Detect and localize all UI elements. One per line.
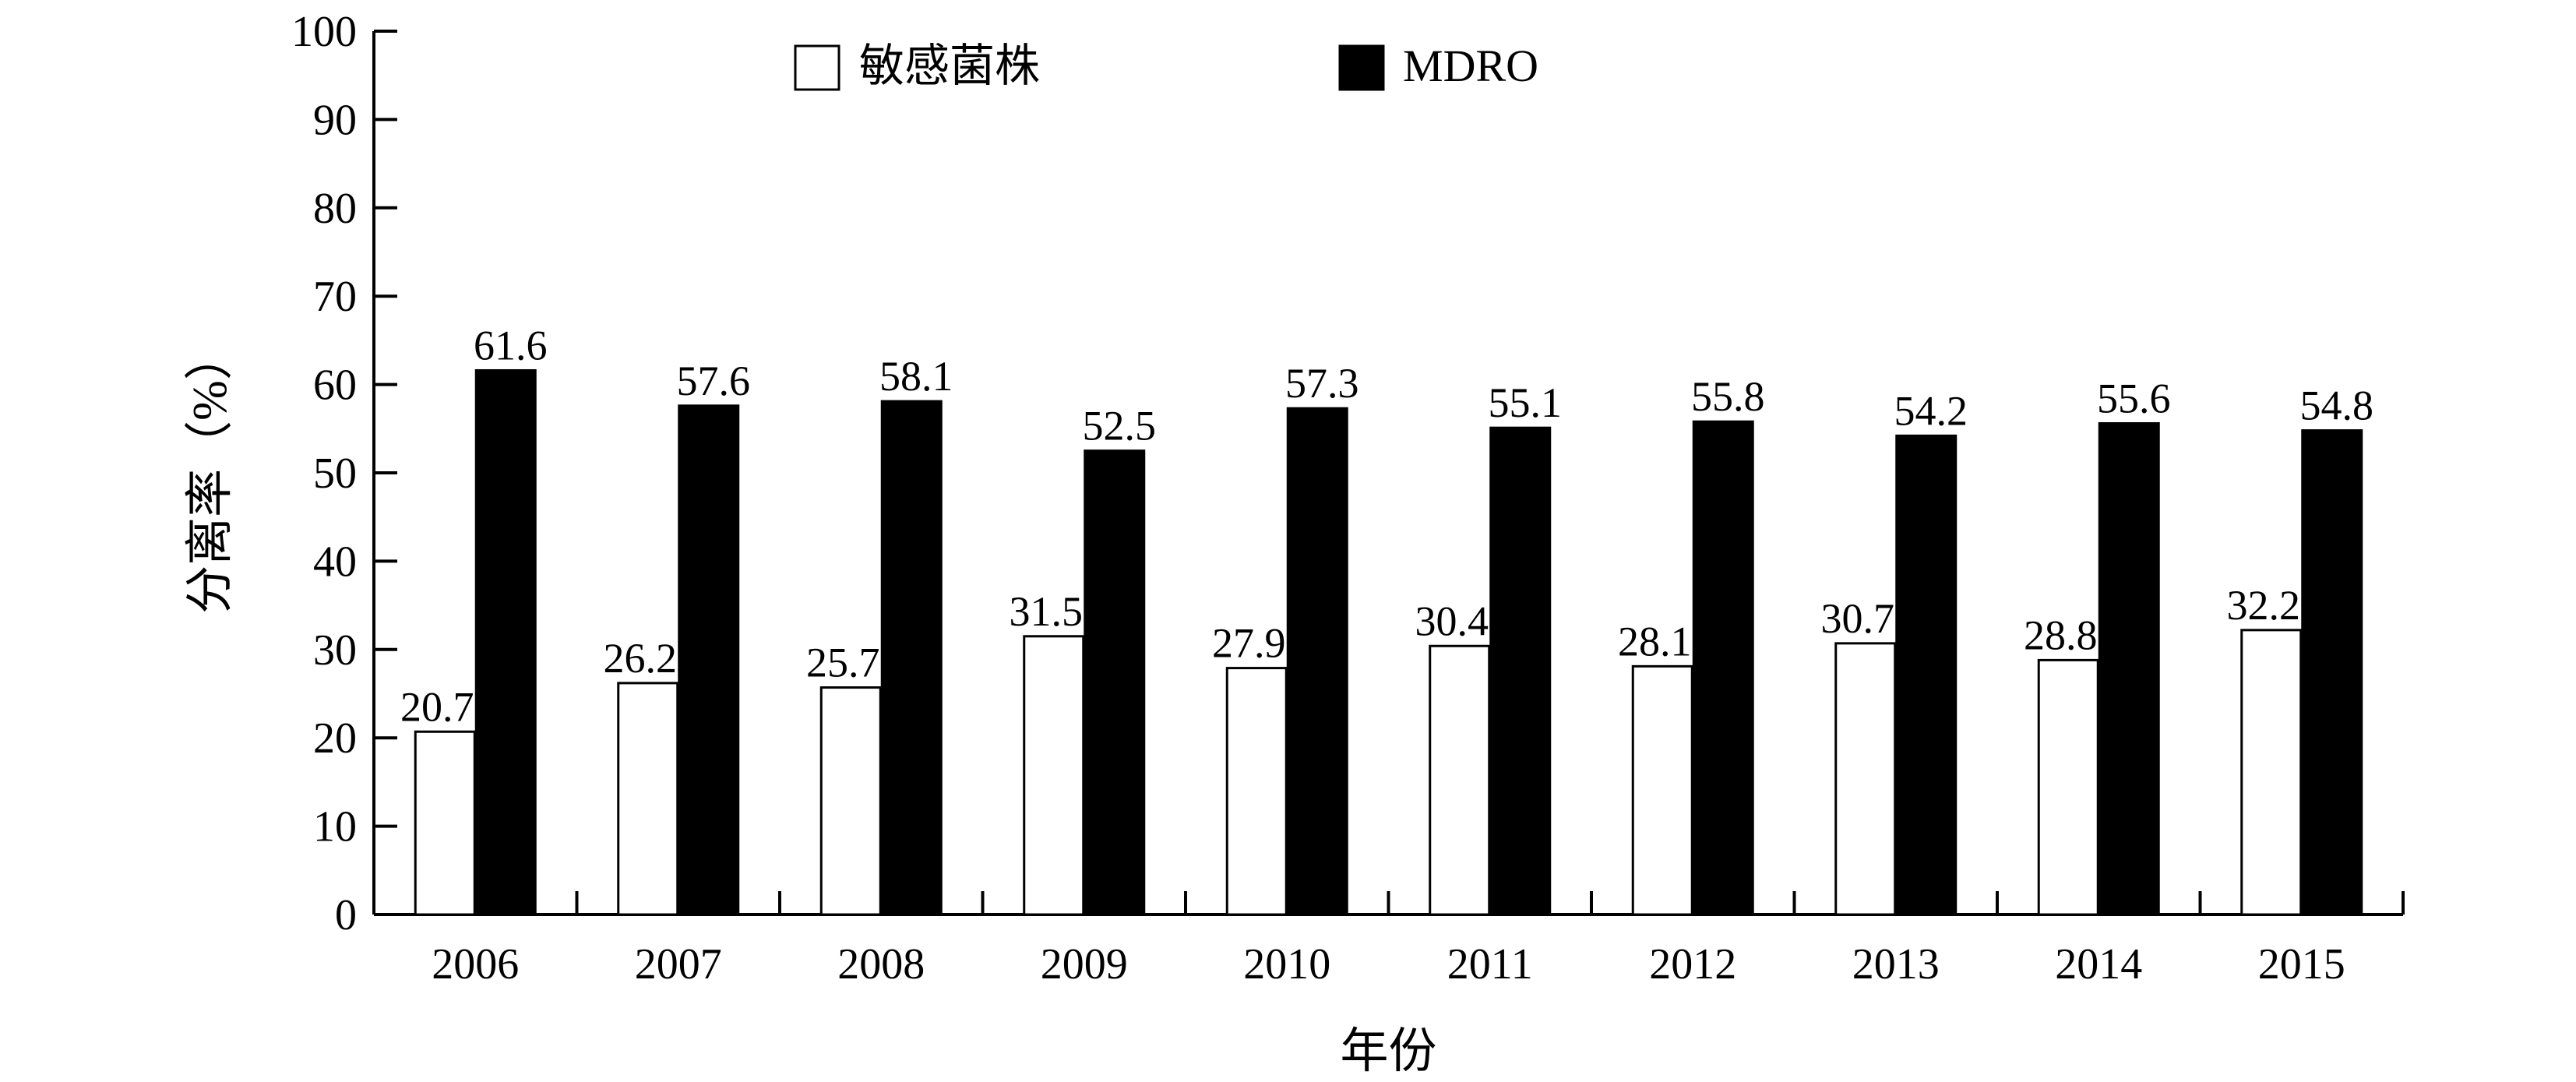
x-tick-label: 2007 [635, 940, 722, 989]
bar-mdro [678, 404, 740, 916]
data-label-sensitive: 31.5 [1010, 588, 1084, 635]
bar-sensitive [414, 730, 476, 916]
bar-sensitive [1023, 635, 1085, 916]
x-tick-label: 2008 [837, 940, 925, 989]
data-label-sensitive: 28.8 [2024, 611, 2098, 658]
data-label-sensitive: 28.1 [1618, 618, 1692, 664]
bar-mdro [2098, 421, 2160, 916]
data-label-mdro: 58.1 [879, 353, 953, 400]
bar-sensitive [1225, 667, 1288, 916]
data-label-sensitive: 30.7 [1821, 595, 1895, 642]
y-tick-label: 100 [291, 8, 357, 56]
x-tick-label: 2010 [1243, 940, 1330, 989]
x-tick-label: 2014 [2055, 940, 2142, 989]
x-tick-label: 2012 [1649, 940, 1736, 989]
legend-swatch-sensitive [794, 44, 840, 91]
data-label-sensitive: 26.2 [604, 635, 678, 682]
y-tick-label: 80 [313, 185, 357, 233]
data-label-mdro: 61.6 [474, 322, 548, 368]
bar-sensitive [617, 682, 679, 916]
x-ticks: 2006 2007 2008 2009 2010 2011 2012 2013 2014 2015 [372, 891, 2405, 989]
legend-label-sensitive: 敏感菌株 [859, 41, 1040, 91]
bar-mdro [1895, 434, 1958, 916]
legend: 敏感菌株 MDRO [794, 41, 1538, 91]
legend-label-mdro: MDRO [1403, 41, 1538, 91]
x-tick-label: 2015 [2258, 940, 2345, 989]
y-ticks: 0 10 20 30 40 50 60 70 80 90 100 [291, 8, 397, 939]
bar-sensitive [1834, 642, 1897, 916]
bar-mdro [1286, 407, 1348, 916]
data-label-sensitive: 30.4 [1415, 597, 1489, 644]
x-axis-title: 年份 [1340, 1025, 1436, 1078]
y-tick-label: 10 [313, 803, 357, 851]
data-label-mdro: 54.8 [2300, 382, 2374, 429]
data-labels: 20.7 26.2 25.7 31.5 27.9 30.4 28.1 30.7 28.8 32.2… [400, 322, 2373, 730]
data-label-sensitive: 27.9 [1212, 620, 1286, 667]
data-label-mdro: 57.6 [677, 358, 751, 404]
data-label-mdro: 57.3 [1285, 360, 1359, 407]
bar-sensitive [1631, 664, 1693, 916]
data-label-mdro: 55.8 [1691, 373, 1765, 420]
data-label-mdro: 54.2 [1894, 387, 1968, 434]
x-tick-label: 2013 [1852, 940, 1940, 989]
bar-mdro [1692, 420, 1754, 916]
bar-mdro [2301, 429, 2363, 916]
bar-mdro [1489, 426, 1552, 916]
bars [414, 368, 2363, 916]
y-tick-label: 30 [313, 626, 357, 675]
bar-sensitive [2037, 658, 2099, 916]
bar-sensitive [819, 686, 882, 916]
bar-mdro [880, 400, 943, 916]
bar-sensitive [1429, 644, 1491, 916]
data-label-sensitive: 25.7 [806, 640, 880, 686]
bar-sensitive [2240, 629, 2303, 916]
x-tick-label: 2006 [432, 940, 519, 989]
x-tick-label: 2011 [1447, 940, 1533, 989]
data-label-sensitive: 20.7 [400, 683, 474, 730]
data-label-mdro: 55.1 [1489, 379, 1563, 426]
bar-mdro [474, 368, 537, 916]
y-tick-label: 90 [313, 96, 357, 144]
data-label-sensitive: 32.2 [2227, 582, 2301, 629]
y-tick-label: 0 [335, 891, 357, 939]
y-tick-label: 40 [313, 537, 357, 586]
y-tick-label: 20 [313, 714, 357, 763]
bar-mdro [1084, 449, 1146, 916]
data-label-mdro: 55.6 [2097, 375, 2171, 421]
data-label-mdro: 52.5 [1083, 403, 1157, 449]
y-axis-title: 分离率（%） [184, 332, 237, 614]
y-tick-label: 70 [313, 273, 357, 321]
legend-swatch-mdro [1338, 44, 1385, 91]
y-tick-label: 50 [313, 449, 357, 498]
x-tick-label: 2009 [1041, 940, 1128, 989]
y-tick-label: 60 [313, 361, 357, 410]
